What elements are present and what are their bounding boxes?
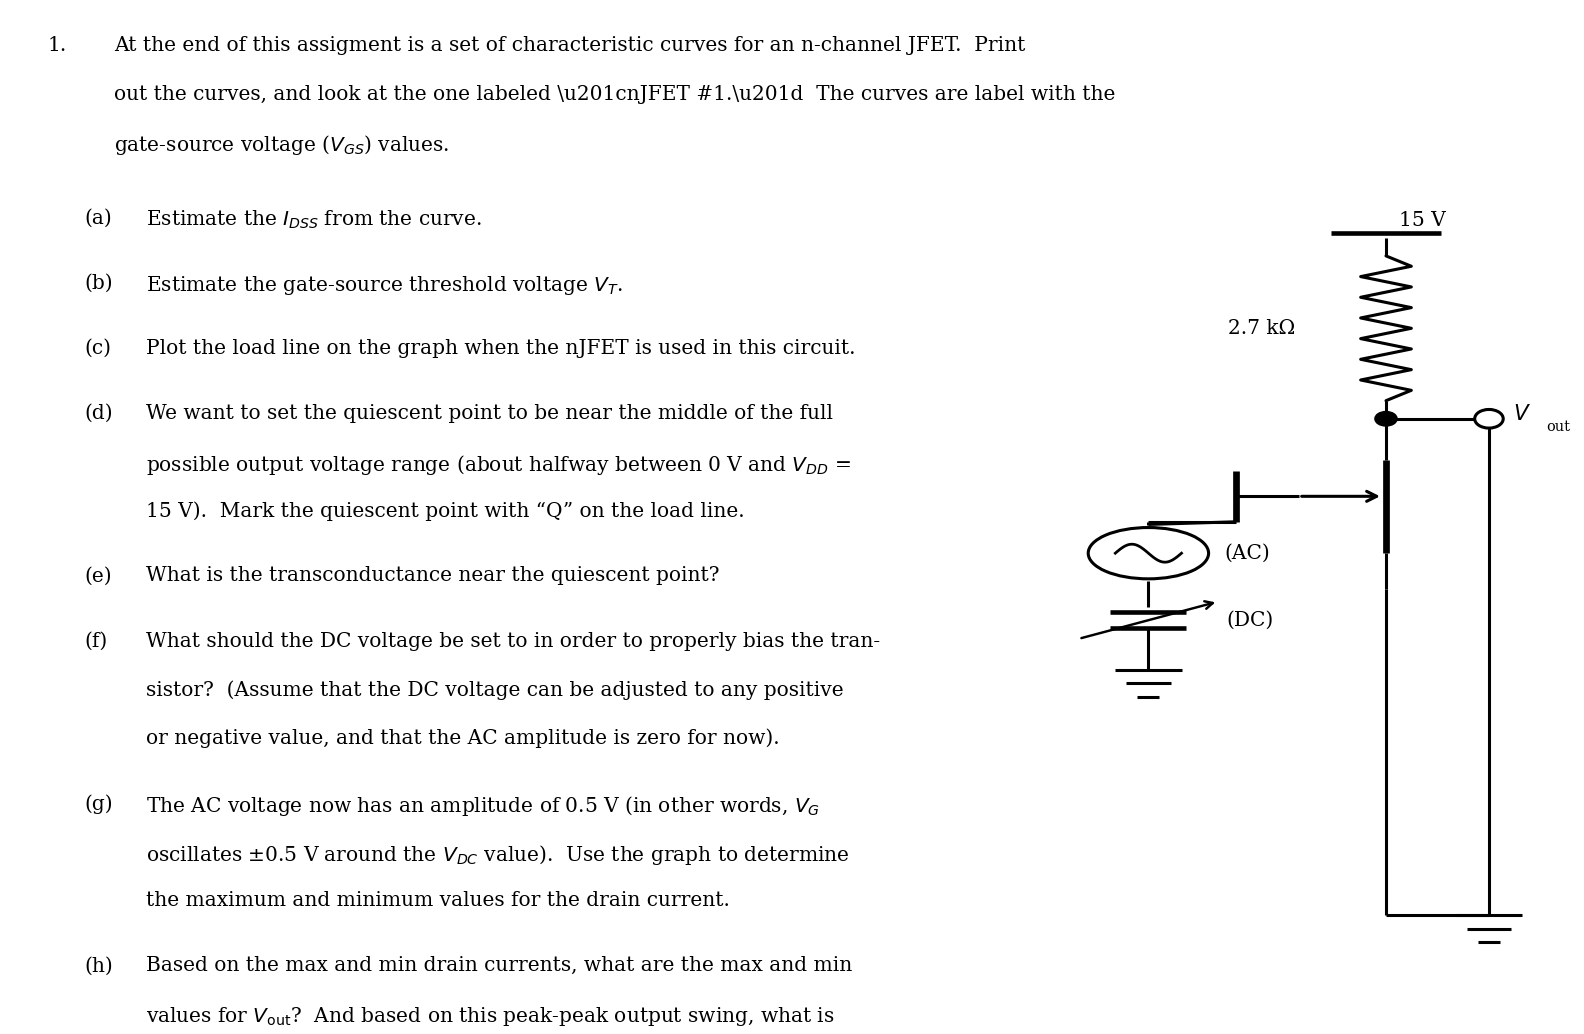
Text: (d): (d)	[84, 404, 112, 423]
Text: 2.7 kΩ: 2.7 kΩ	[1228, 318, 1294, 338]
Text: (DC): (DC)	[1226, 611, 1274, 630]
Text: Estimate the gate-source threshold voltage $V_T$.: Estimate the gate-source threshold volta…	[146, 274, 623, 297]
Text: (b): (b)	[84, 274, 112, 293]
Text: possible output voltage range (about halfway between 0 V and $V_{DD}$ =: possible output voltage range (about hal…	[146, 453, 851, 477]
Text: out the curves, and look at the one labeled \u201cnJFET #1.\u201d  The curves ar: out the curves, and look at the one labe…	[114, 85, 1115, 103]
Text: Plot the load line on the graph when the nJFET is used in this circuit.: Plot the load line on the graph when the…	[146, 339, 855, 358]
Text: sistor?  (Assume that the DC voltage can be adjusted to any positive: sistor? (Assume that the DC voltage can …	[146, 680, 843, 700]
Text: 15 V: 15 V	[1399, 211, 1446, 230]
Text: gate-source voltage ($V_{GS}$) values.: gate-source voltage ($V_{GS}$) values.	[114, 133, 450, 157]
Text: 15 V).  Mark the quiescent point with “Q” on the load line.: 15 V). Mark the quiescent point with “Q”…	[146, 501, 744, 521]
Text: or negative value, and that the AC amplitude is zero for now).: or negative value, and that the AC ampli…	[146, 729, 779, 749]
Circle shape	[1475, 409, 1503, 428]
Text: $V$: $V$	[1513, 402, 1530, 425]
Text: At the end of this assigment is a set of characteristic curves for an n-channel : At the end of this assigment is a set of…	[114, 36, 1025, 55]
Text: out: out	[1546, 420, 1570, 434]
Text: (h): (h)	[84, 956, 112, 975]
Text: The AC voltage now has an amplitude of 0.5 V (in other words, $V_G$: The AC voltage now has an amplitude of 0…	[146, 794, 821, 818]
Text: Estimate the $I_{DSS}$ from the curve.: Estimate the $I_{DSS}$ from the curve.	[146, 209, 482, 231]
Text: (AC): (AC)	[1224, 544, 1270, 562]
Text: (g): (g)	[84, 794, 112, 814]
Text: We want to set the quiescent point to be near the middle of the full: We want to set the quiescent point to be…	[146, 404, 833, 423]
Text: (a): (a)	[84, 209, 112, 227]
Text: oscillates $\pm$0.5 V around the $V_{DC}$ value).  Use the graph to determine: oscillates $\pm$0.5 V around the $V_{DC}…	[146, 843, 849, 866]
Text: (e): (e)	[84, 567, 111, 585]
Text: Based on the max and min drain currents, what are the max and min: Based on the max and min drain currents,…	[146, 956, 852, 975]
Text: the maximum and minimum values for the drain current.: the maximum and minimum values for the d…	[146, 891, 730, 910]
Text: What is the transconductance near the quiescent point?: What is the transconductance near the qu…	[146, 567, 719, 585]
Text: (f): (f)	[84, 632, 108, 650]
Circle shape	[1375, 412, 1397, 426]
Text: (c): (c)	[84, 339, 111, 358]
Text: 1.: 1.	[48, 36, 67, 55]
Text: values for $V_\mathrm{out}$?  And based on this peak-peak output swing, what is: values for $V_\mathrm{out}$? And based o…	[146, 1005, 835, 1028]
Text: What should the DC voltage be set to in order to properly bias the tran-: What should the DC voltage be set to in …	[146, 632, 879, 650]
